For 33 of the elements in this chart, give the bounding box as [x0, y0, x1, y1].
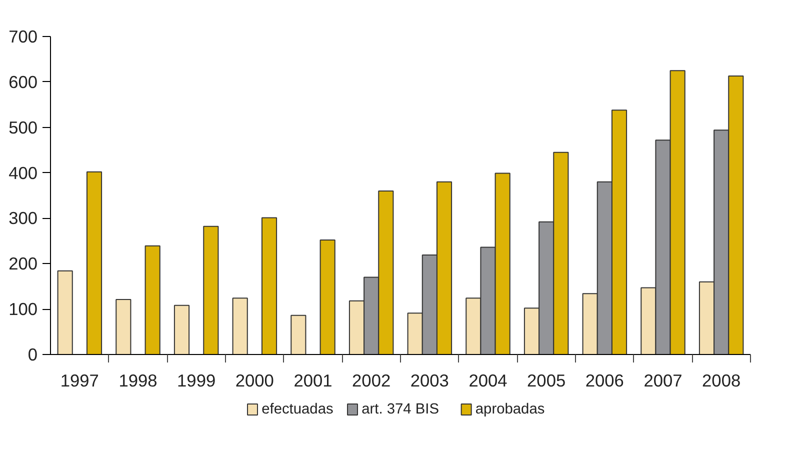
bar — [320, 240, 336, 354]
bar — [57, 270, 73, 354]
x-tick-label: 1998 — [118, 370, 158, 390]
bar — [290, 314, 306, 354]
x-tick-label: 2001 — [294, 370, 332, 390]
y-tick-label: 500 — [8, 117, 38, 138]
bar — [174, 304, 190, 354]
legend-label: efectuadas — [262, 402, 334, 418]
x-tick-label: 2000 — [235, 370, 274, 390]
x-tick-label: 2005 — [527, 370, 566, 390]
y-tick-label: 0 — [28, 344, 38, 364]
y-tick-label: 100 — [8, 299, 38, 320]
bar — [232, 298, 248, 354]
legend-label: art. 374 BIS — [362, 402, 440, 418]
x-tick-label: 2007 — [644, 370, 682, 390]
bar — [261, 217, 278, 354]
bar — [116, 299, 132, 354]
bar — [203, 226, 219, 354]
bar — [144, 245, 160, 354]
y-tick-label: 200 — [8, 254, 38, 274]
y-tick-label: 700 — [8, 26, 38, 46]
x-tick-label: 1997 — [60, 370, 99, 390]
y-tick-label: 400 — [8, 162, 38, 183]
y-tick-label: 600 — [8, 72, 38, 92]
x-tick-label: 2002 — [352, 370, 391, 390]
legend-label: aprobadas — [475, 402, 545, 418]
x-tick-label: 2006 — [585, 370, 624, 390]
x-tick-label: 1999 — [177, 370, 216, 390]
bar — [86, 171, 102, 354]
x-tick-label: 2008 — [702, 370, 741, 390]
x-tick-label: 2003 — [410, 370, 449, 390]
y-tick-label: 300 — [8, 208, 38, 228]
x-tick-label: 2004 — [468, 370, 508, 390]
